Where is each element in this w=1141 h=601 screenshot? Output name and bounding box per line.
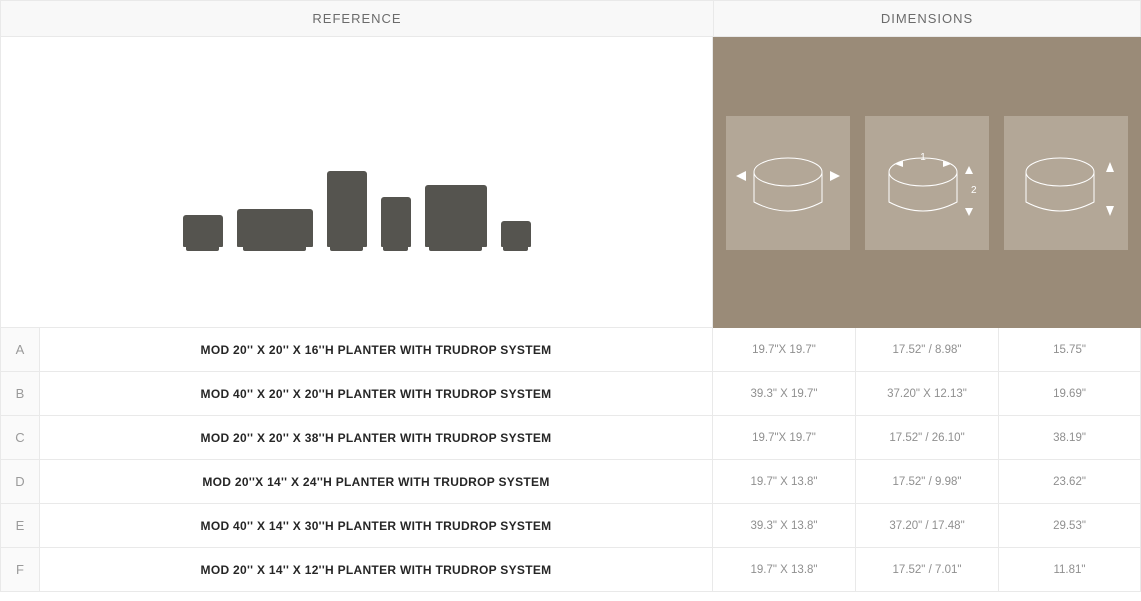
row-dim-3: 11.81"	[999, 548, 1141, 592]
planter-silhouette	[381, 197, 411, 247]
planter-silhouette	[183, 215, 223, 247]
table-row: EMOD 40'' X 14'' X 30''H PLANTER WITH TR…	[0, 504, 1141, 548]
row-dim-2: 17.52" / 7.01"	[856, 548, 999, 592]
row-dim-3: 15.75"	[999, 328, 1141, 372]
table-row: DMOD 20''X 14'' X 24''H PLANTER WITH TRU…	[0, 460, 1141, 504]
spec-table: REFERENCE DIMENSIONS 1	[0, 0, 1141, 592]
row-dim-3: 38.19"	[999, 416, 1141, 460]
dimension-diagrams: 1 2	[713, 37, 1141, 328]
row-dim-2: 37.20" X 12.13"	[856, 372, 999, 416]
table-row: FMOD 20'' X 14'' X 12''H PLANTER WITH TR…	[0, 548, 1141, 592]
row-product-name: MOD 20'' X 20'' X 38''H PLANTER WITH TRU…	[40, 416, 713, 460]
row-product-name: MOD 20'' X 20'' X 16''H PLANTER WITH TRU…	[40, 328, 713, 372]
planter-silhouette	[327, 171, 367, 247]
row-dim-2: 37.20" / 17.48"	[856, 504, 999, 548]
row-product-name: MOD 40'' X 14'' X 30''H PLANTER WITH TRU…	[40, 504, 713, 548]
header-reference: REFERENCE	[0, 0, 713, 37]
row-dim-3: 19.69"	[999, 372, 1141, 416]
data-rows: AMOD 20'' X 20'' X 16''H PLANTER WITH TR…	[0, 328, 1141, 592]
row-dim-2: 17.52" / 26.10"	[856, 416, 999, 460]
dim-label-2: 2	[971, 185, 977, 196]
row-letter: A	[0, 328, 40, 372]
row-letter: F	[0, 548, 40, 592]
row-dim-2: 17.52" / 9.98"	[856, 460, 999, 504]
row-product-name: MOD 20'' X 14'' X 12''H PLANTER WITH TRU…	[40, 548, 713, 592]
table-row: AMOD 20'' X 20'' X 16''H PLANTER WITH TR…	[0, 328, 1141, 372]
header-row: REFERENCE DIMENSIONS	[0, 0, 1141, 37]
dim-tile-inner: 1 2	[865, 116, 989, 250]
row-product-name: MOD 20''X 14'' X 24''H PLANTER WITH TRUD…	[40, 460, 713, 504]
row-letter: D	[0, 460, 40, 504]
planter-silhouette	[501, 221, 531, 247]
header-dimensions: DIMENSIONS	[713, 0, 1141, 37]
planter-silhouette	[425, 185, 487, 247]
row-dim-1: 39.3" X 13.8"	[713, 504, 856, 548]
row-dim-1: 39.3" X 19.7"	[713, 372, 856, 416]
row-dim-1: 19.7"X 19.7"	[713, 328, 856, 372]
reference-planters	[0, 37, 713, 328]
dim-tile-height	[1004, 116, 1128, 250]
dim-label-1: 1	[920, 152, 926, 163]
planter-silhouette	[237, 209, 313, 247]
table-row: BMOD 40'' X 20'' X 20''H PLANTER WITH TR…	[0, 372, 1141, 416]
row-letter: B	[0, 372, 40, 416]
row-product-name: MOD 40'' X 20'' X 20''H PLANTER WITH TRU…	[40, 372, 713, 416]
row-dim-1: 19.7" X 13.8"	[713, 548, 856, 592]
row-dim-2: 17.52" / 8.98"	[856, 328, 999, 372]
table-row: CMOD 20'' X 20'' X 38''H PLANTER WITH TR…	[0, 416, 1141, 460]
dim-tile-width	[726, 116, 850, 250]
row-letter: E	[0, 504, 40, 548]
row-dim-1: 19.7" X 13.8"	[713, 460, 856, 504]
row-letter: C	[0, 416, 40, 460]
row-dim-3: 29.53"	[999, 504, 1141, 548]
row-dim-3: 23.62"	[999, 460, 1141, 504]
image-row: 1 2	[0, 37, 1141, 328]
row-dim-1: 19.7"X 19.7"	[713, 416, 856, 460]
